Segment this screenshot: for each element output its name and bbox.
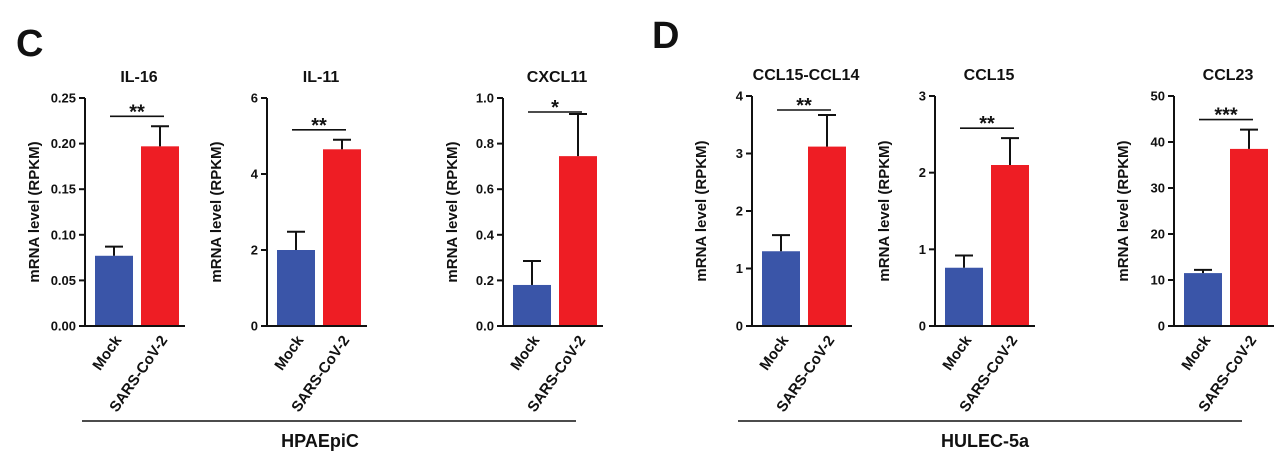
- y-tick-label: 0.0: [476, 319, 494, 334]
- y-tick-label: 2: [251, 243, 258, 258]
- significance-label: **: [129, 101, 145, 123]
- y-tick-label: 2: [919, 165, 926, 180]
- bar-sars-cov-2: [991, 165, 1029, 326]
- y-axis-label: mRNA level (RPKM): [693, 140, 710, 281]
- bar-sars-cov-2: [1230, 148, 1268, 326]
- y-tick-label: 30: [1151, 181, 1165, 196]
- y-axis-label: mRNA level (RPKM): [876, 140, 893, 281]
- significance-label: **: [796, 95, 812, 117]
- y-tick-label: 0.25: [51, 91, 76, 106]
- chart-title: CCL15-CCL14: [753, 67, 860, 84]
- y-tick-label: 1.0: [476, 91, 494, 106]
- y-axis-label: mRNA level (RPKM): [444, 141, 461, 282]
- y-tick-label: 2: [736, 204, 743, 219]
- chart-title: CCL15: [964, 67, 1015, 84]
- y-tick-label: 0.10: [51, 227, 76, 242]
- bar-sars-cov-2: [323, 149, 361, 326]
- y-tick-label: 3: [919, 89, 926, 104]
- y-tick-label: 0: [251, 319, 258, 334]
- y-tick-label: 50: [1151, 89, 1165, 104]
- y-tick-label: 0.2: [476, 273, 494, 288]
- y-tick-label: 3: [736, 146, 743, 161]
- category-label: Mock: [89, 332, 125, 374]
- y-tick-label: 1: [736, 261, 743, 276]
- y-tick-label: 0: [736, 319, 743, 334]
- y-tick-label: 0.20: [51, 136, 76, 151]
- y-tick-label: 4: [251, 167, 259, 182]
- category-label: Mock: [271, 332, 307, 374]
- bar-mock: [513, 284, 551, 326]
- y-axis-label: mRNA level (RPKM): [26, 141, 43, 282]
- y-tick-label: 0.8: [476, 136, 494, 151]
- chart-title: IL-11: [303, 69, 340, 86]
- group-label-hpaepic: HPAEpiC: [281, 431, 359, 451]
- bar-mock: [1184, 273, 1222, 326]
- chart-3: 0.0 0.2 0.4 0.6 0.8 1.0 CXCL11 * mRNA level (RPK…: [444, 69, 603, 415]
- bar-mock: [95, 255, 133, 326]
- y-axis-label: mRNA level (RPKM): [208, 141, 225, 282]
- y-tick-label: 0.15: [51, 182, 76, 197]
- category-label: Mock: [756, 332, 792, 374]
- bar-sars-cov-2: [559, 156, 597, 326]
- bar-mock: [945, 267, 983, 326]
- y-tick-label: 40: [1151, 135, 1165, 150]
- y-axis-label: mRNA level (RPKM): [1115, 140, 1132, 281]
- panel-letter-c: C: [16, 23, 43, 65]
- chart-title: IL-16: [120, 69, 157, 86]
- y-tick-label: 6: [251, 91, 258, 106]
- bar-mock: [277, 250, 315, 326]
- bar-mock: [762, 251, 800, 326]
- group-label-hulec: HULEC-5a: [941, 431, 1030, 451]
- category-label: Mock: [1178, 332, 1214, 374]
- chart-1: 0.00 0.05 0.10 0.15 0.20 0.25 IL-16 ** mRNA leve…: [26, 69, 185, 415]
- significance-label: **: [979, 113, 995, 135]
- y-tick-label: 0.00: [51, 319, 76, 334]
- y-tick-label: 0.6: [476, 182, 494, 197]
- chart-title: CCL23: [1203, 67, 1254, 84]
- chart-6: 0 10 20 30 40 50 CCL23 *** mRNA level (RPKM) Mock…: [1115, 67, 1274, 415]
- y-tick-label: 10: [1151, 273, 1165, 288]
- y-tick-label: 0.05: [51, 273, 76, 288]
- y-tick-label: 0: [919, 319, 926, 334]
- bar-sars-cov-2: [808, 146, 846, 326]
- category-label: Mock: [939, 332, 975, 374]
- y-tick-label: 20: [1151, 227, 1165, 242]
- significance-label: **: [311, 115, 327, 137]
- y-tick-label: 4: [736, 89, 744, 104]
- category-label: Mock: [507, 332, 543, 374]
- y-tick-label: 0: [1158, 319, 1165, 334]
- bar-sars-cov-2: [141, 146, 179, 326]
- significance-label: *: [551, 97, 559, 119]
- y-tick-label: 1: [919, 242, 926, 257]
- panel-letter-d: D: [652, 15, 679, 57]
- y-tick-label: 0.4: [476, 227, 495, 242]
- significance-label: ***: [1214, 105, 1238, 127]
- chart-title: CXCL11: [527, 69, 588, 86]
